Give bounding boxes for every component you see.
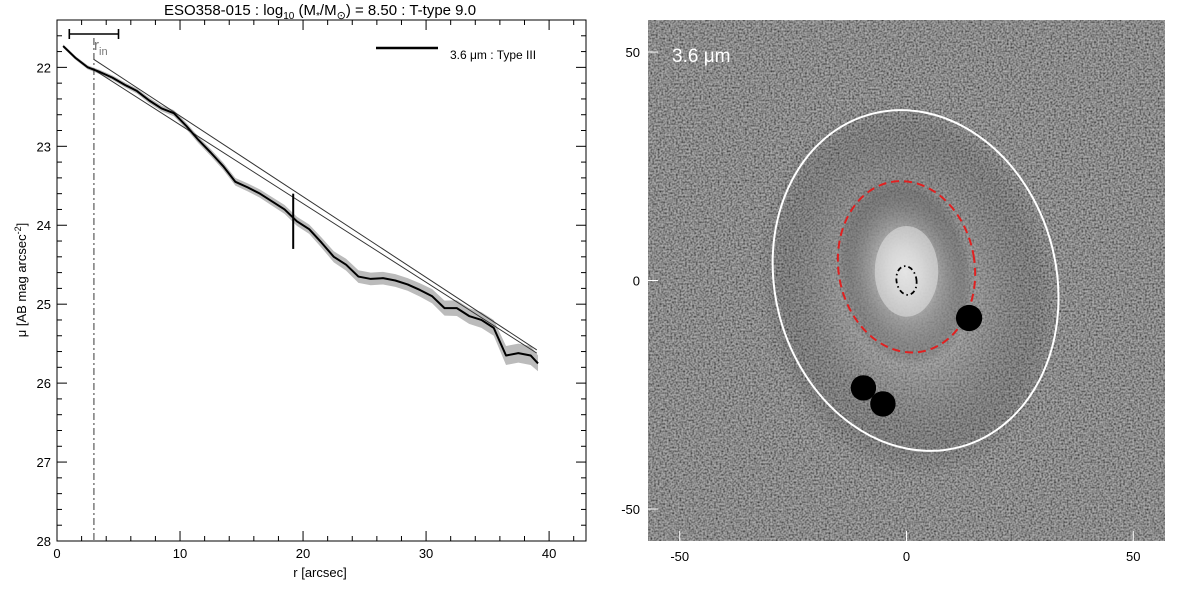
title-mass-sub: * <box>316 11 320 22</box>
galaxy-glow <box>758 101 1059 478</box>
title-log-sub: 10 <box>283 11 295 22</box>
galaxy-core <box>874 226 939 317</box>
profile-line <box>62 45 539 365</box>
title-mass: (M <box>294 2 316 19</box>
legend: 3.6 μm : Type III <box>376 46 536 62</box>
y-tick-label: 23 <box>37 139 51 154</box>
y-axis-label: μ [AB mag arcsec-2] <box>13 223 29 338</box>
image-y-tick-label: -50 <box>621 502 640 517</box>
y-axis-label-sup: -2 <box>13 226 23 234</box>
rin-label: r <box>94 37 99 54</box>
title-prefix: ESO358-015 : log <box>164 2 283 19</box>
rin-sub: in <box>99 46 108 58</box>
y-tick-label: 25 <box>37 297 51 312</box>
chart-title: ESO358-015 : log10 (M*/M⊙) = 8.50 : T-ty… <box>164 2 476 22</box>
star-mask <box>850 375 877 401</box>
image-x-axis: -50 0 50 <box>670 531 1140 564</box>
outer-ellipse <box>771 109 1060 452</box>
y-axis: 22 23 24 25 26 27 28 <box>37 35 586 549</box>
fit-line-outer <box>93 59 538 351</box>
isophote-ellipses <box>771 109 1060 452</box>
band-label: 3.6 μm <box>672 46 730 67</box>
x-tick-label: 0 <box>53 546 60 561</box>
image-x-tick-label: -50 <box>670 549 689 564</box>
title-suffix: ) = 8.50 : T-type 9.0 <box>346 2 476 19</box>
title-slash: /M <box>320 2 337 19</box>
star-mask <box>870 391 896 417</box>
y-axis-label-main: μ [AB mag arcsec <box>14 234 29 337</box>
title-sun-symbol: ⊙ <box>337 10 346 22</box>
y-tick-label: 27 <box>37 455 51 470</box>
fit-line-inner <box>93 69 538 354</box>
sky-image <box>648 20 1165 541</box>
inner-ellipse <box>895 265 918 296</box>
y-tick-label: 26 <box>37 376 51 391</box>
x-axis-label: r [arcsec] <box>293 565 346 580</box>
break-ellipse <box>836 180 977 354</box>
image-y-axis: 50 0 -50 <box>621 45 658 517</box>
y-tick-label: 28 <box>37 534 51 549</box>
rin-annotation: rin <box>94 37 108 58</box>
y-axis-label-end: ] <box>14 223 29 227</box>
x-tick-label: 10 <box>173 546 187 561</box>
uncertainty-band <box>63 44 539 372</box>
x-tick-label: 20 <box>296 546 310 561</box>
image-panel: 3.6 μm -50 0 50 50 0 -50 <box>621 20 1165 564</box>
legend-label: 3.6 μm : Type III <box>450 48 536 62</box>
x-tick-label: 40 <box>542 546 556 561</box>
y-tick-label: 24 <box>37 218 51 233</box>
plot-area <box>62 29 539 541</box>
x-axis: 0 10 20 30 40 <box>53 20 575 561</box>
star-mask <box>955 304 983 332</box>
x-tick-label: 30 <box>419 546 433 561</box>
image-x-tick-label: 50 <box>1126 549 1140 564</box>
plot-frame <box>56 19 587 542</box>
profile-panel: ESO358-015 : log10 (M*/M⊙) = 8.50 : T-ty… <box>13 2 587 580</box>
image-y-tick-label: 0 <box>633 274 640 289</box>
star-masks <box>850 304 983 417</box>
image-y-tick-label: 50 <box>626 45 640 60</box>
y-tick-label: 22 <box>37 60 51 75</box>
image-x-tick-label: 0 <box>903 549 910 564</box>
